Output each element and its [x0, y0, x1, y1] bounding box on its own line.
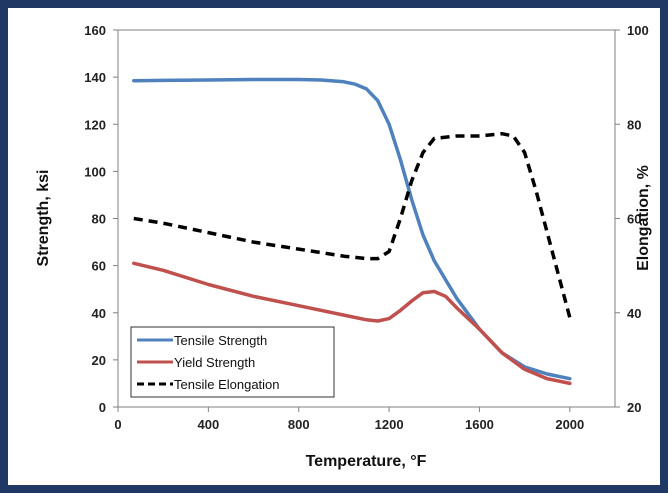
y-tick-label: 20 — [92, 353, 106, 368]
x-tick-label: 800 — [288, 417, 310, 432]
x-axis-title: Temperature, °F — [306, 453, 427, 470]
y-tick-label: 80 — [92, 212, 106, 227]
y-tick-label: 40 — [92, 306, 106, 321]
x-tick-label: 0 — [114, 417, 121, 432]
y-tick-label: 100 — [84, 164, 106, 179]
legend-label-tensile-elongation: Tensile Elongation — [174, 377, 280, 392]
x-tick-label: 400 — [198, 417, 220, 432]
y2-tick-label: 80 — [627, 117, 641, 132]
legend: Tensile Strength Yield Strength Tensile … — [130, 326, 335, 398]
legend-entry-yield-strength: Yield Strength — [137, 355, 255, 370]
y-tick-label: 160 — [84, 23, 106, 38]
y2-tick-label: 60 — [627, 212, 641, 227]
y2-tick-label: 20 — [627, 400, 641, 415]
x-tick-label: 1600 — [465, 417, 494, 432]
y-axis-title: Strength, ksi — [35, 170, 52, 267]
y2-axis-title: Elongation, % — [635, 165, 652, 271]
y-tick-label: 0 — [99, 400, 106, 415]
y2-tick-label: 40 — [627, 306, 641, 321]
y-tick-label: 60 — [92, 259, 106, 274]
legend-entry-tensile-elongation: Tensile Elongation — [137, 377, 280, 392]
y2-tick-label: 100 — [627, 23, 649, 38]
legend-label-tensile-strength: Tensile Strength — [174, 333, 267, 348]
legend-label-yield-strength: Yield Strength — [174, 355, 255, 370]
x-tick-label: 2000 — [555, 417, 584, 432]
chart: 0 400 800 1200 1600 2000 0 20 40 60 80 100 120 140 160… — [35, 23, 652, 470]
legend-entry-tensile-strength: Tensile Strength — [137, 333, 267, 348]
series-line-tensile-elongation — [133, 131, 572, 318]
x-tick-label: 1200 — [375, 417, 404, 432]
y-tick-label: 120 — [84, 117, 106, 132]
chart-frame: 0 400 800 1200 1600 2000 0 20 40 60 80 100 120 140 160… — [8, 8, 660, 485]
y-tick-label: 140 — [84, 70, 106, 85]
series-line-yield-strength — [132, 261, 572, 386]
